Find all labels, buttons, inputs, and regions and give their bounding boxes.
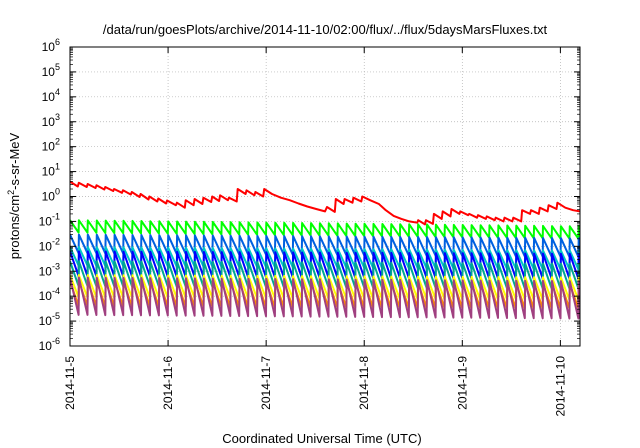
y-tick-label: 10-1: [39, 211, 60, 228]
x-axis-title: Coordinated Universal Time (UTC): [222, 431, 421, 446]
x-tick-label: 2014-11-5: [63, 356, 77, 410]
y-tick-label: 10-3: [39, 261, 60, 278]
y-axis-title-base: protons/cm: [7, 195, 22, 259]
y-tick-label: 103: [42, 112, 60, 129]
y-axis-title-rest: -s-sr-MeV: [7, 132, 22, 189]
y-tick-label: 10-2: [39, 236, 60, 253]
chart-title: /data/run/goesPlots/archive/2014-11-10/0…: [103, 22, 548, 37]
x-axis-ticks: 2014-11-5 2014-11-6 2014-11-7 2014-11-8 2014…: [63, 47, 567, 417]
series-line-9: [70, 276, 580, 320]
y-axis-ticks: 10-6 10-5 10-4 10-3 10-2 10-1 100 101 102 103 104 1…: [39, 37, 580, 353]
x-tick-label: 2014-11-6: [161, 356, 175, 410]
x-tick-label: 2014-11-10: [553, 356, 567, 417]
series-line-1: [70, 180, 580, 226]
y-tick-label: 106: [42, 37, 60, 54]
y-tick-label: 105: [42, 62, 60, 79]
y-tick-label: 10-4: [39, 286, 60, 303]
y-tick-label: 101: [42, 162, 60, 179]
y-tick-label: 102: [42, 137, 60, 154]
y-tick-label: 104: [42, 87, 60, 104]
y-axis-title: protons/cm2-s-sr-MeV: [6, 132, 22, 259]
y-tick-label: 100: [42, 187, 60, 204]
x-tick-label: 2014-11-8: [357, 356, 371, 410]
y-tick-label: 10-6: [39, 336, 60, 353]
series-layer: [70, 180, 580, 320]
y-axis-title-exp: 2: [6, 190, 16, 195]
series-line-2: [70, 219, 580, 240]
y-tick-label: 10-5: [39, 311, 60, 328]
x-tick-label: 2014-11-7: [259, 356, 273, 410]
x-tick-label: 2014-11-9: [455, 356, 469, 410]
series-line-3: [70, 233, 580, 258]
